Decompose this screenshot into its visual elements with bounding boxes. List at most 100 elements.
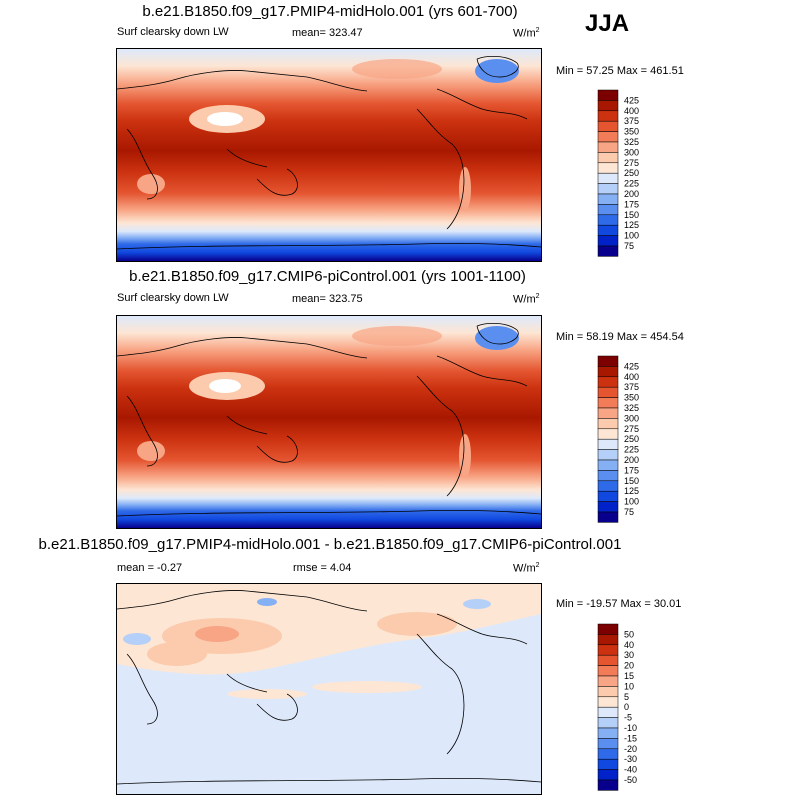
panel3-colorbar-tick-label: -10 (624, 723, 637, 733)
panel2-colorbar-tick-label: 200 (624, 455, 639, 465)
panel2-colorbar-tick-label: 375 (624, 382, 639, 392)
panel1-colorbar-swatch (597, 162, 619, 174)
panel1-colorbar: 425 400 375 350 325 300 275 250 225 200 175 150 125 1… (597, 89, 678, 260)
panel1-colorbar-swatch (597, 214, 619, 226)
panel2-colorbar-tick-label: 75 (624, 507, 634, 517)
panel1-colorbar-tick-label: 200 (624, 189, 639, 199)
panel3-colorbar-tick-label: 40 (624, 640, 634, 650)
panel1-colorbar-swatch (597, 183, 619, 195)
panel2-colorbar-swatch (597, 428, 619, 440)
panel3-colorbar-tick-label: -15 (624, 733, 637, 743)
panel3-colorbar-tick-label: -5 (624, 713, 632, 723)
panel2-colorbar-tick-label: 300 (624, 413, 639, 423)
panel1-colorbar-tick-label: 300 (624, 147, 639, 157)
panel1-colorbar-swatch (597, 224, 619, 236)
panel1-map-field (117, 49, 541, 261)
panel2-colorbar-tick-label: 125 (624, 486, 639, 496)
panel3-colorbar-tick-label: 0 (624, 702, 629, 712)
panel2-colorbar-swatch (597, 449, 619, 461)
panel3-colorbar-swatch (597, 644, 619, 656)
panel1-colorbar-tick-label: 75 (624, 241, 634, 251)
panel3-colorbar-tick-label: -50 (624, 775, 637, 785)
panel1-colorbar-svg: 4254003753503253002752502252001751501251… (597, 89, 639, 257)
panel1-colorbar-tick-label: 425 (624, 95, 639, 105)
panel2-mean-label: mean= 323.75 (292, 293, 363, 305)
panel2-colorbar-swatch (597, 407, 619, 419)
panel1-minmax-label: Min = 57.25 Max = 461.51 (556, 65, 684, 77)
panel2-colorbar-swatch (597, 355, 619, 367)
panel3-colorbar-tick-label: 5 (624, 692, 629, 702)
panel2-colorbar-swatch (597, 501, 619, 513)
panel2-colorbar-swatch (597, 490, 619, 502)
panel3-colorbar-swatch (597, 758, 619, 770)
panel3-units-label: W/m2 (513, 562, 540, 575)
panel1-colorbar-tick-label: 375 (624, 116, 639, 126)
panel2-colorbar-tick-label: 425 (624, 361, 639, 371)
panel2-colorbar-swatch (597, 480, 619, 492)
panel3-map (116, 583, 542, 795)
panel1-colorbar-swatch (597, 141, 619, 153)
panel3-colorbar-swatch (597, 738, 619, 750)
panel2-colorbar-swatch (597, 397, 619, 409)
season-label: JJA (585, 10, 630, 37)
panel1-colorbar-swatch (597, 152, 619, 164)
panel2-colorbar-tick-label: 100 (624, 497, 639, 507)
panel1-colorbar-tick-label: 225 (624, 179, 639, 189)
panel1-colorbar-tick-label: 125 (624, 220, 639, 230)
panel1-title: b.e21.B1850.f09_g17.PMIP4-midHolo.001 (y… (142, 3, 518, 20)
panel2-map-field (117, 316, 541, 528)
panel3-colorbar-swatch (597, 706, 619, 718)
panel3-colorbar-tick-label: 30 (624, 650, 634, 660)
panel3-colorbar-tick-label: -40 (624, 765, 637, 775)
panel3-colorbar-swatch (597, 623, 619, 635)
panel2-units-label: W/m2 (513, 293, 540, 306)
panel1-colorbar-swatch (597, 204, 619, 216)
panel3-colorbar-tick-label: 20 (624, 661, 634, 671)
panel3-colorbar-tick-label: -30 (624, 754, 637, 764)
panel3-colorbar-swatch (597, 727, 619, 739)
panel3-minmax-label: Min = -19.57 Max = 30.01 (556, 598, 682, 610)
panel3-colorbar-swatch (597, 675, 619, 687)
panel1-colorbar-tick-label: 100 (624, 231, 639, 241)
panel2-colorbar: 425 400 375 350 325 300 275 250 225 200 175 150 125 1… (597, 355, 678, 526)
panel3-colorbar-swatch (597, 686, 619, 698)
panel2-colorbar-tick-label: 325 (624, 403, 639, 413)
panel1-colorbar-swatch (597, 193, 619, 205)
panel1-colorbar-tick-label: 325 (624, 137, 639, 147)
panel1-variable-label: Surf clearsky down LW (117, 26, 229, 38)
panel2-colorbar-swatch (597, 376, 619, 388)
panel1-map (116, 48, 542, 262)
panel3-colorbar-tick-label: 15 (624, 671, 634, 681)
panel2-colorbar-swatch (597, 459, 619, 471)
panel3-colorbar-swatch (597, 717, 619, 729)
panel1-colorbar-swatch (597, 131, 619, 143)
panel1-colorbar-swatch (597, 235, 619, 247)
panel2-colorbar-swatch (597, 511, 619, 523)
panel3-mean-label: mean = -0.27 (117, 562, 183, 574)
panel1-colorbar-tick-label: 350 (624, 127, 639, 137)
panel2-minmax-label: Min = 58.19 Max = 454.54 (556, 331, 684, 343)
panel3-title: b.e21.B1850.f09_g17.PMIP4-midHolo.001 - … (38, 536, 622, 553)
panel2-title: b.e21.B1850.f09_g17.CMIP6-piControl.001 … (129, 268, 526, 285)
panel3-colorbar: 50 40 30 20 15 10 5 0 -5 -10 -15 -20 -30 -40 -50 (597, 623, 678, 794)
panel1-colorbar-swatch (597, 110, 619, 122)
panel1-mean-label: mean= 323.47 (292, 27, 363, 39)
panel3-colorbar-tick-label: -20 (624, 744, 637, 754)
panel2-colorbar-tick-label: 225 (624, 445, 639, 455)
panel3-colorbar-swatch (597, 769, 619, 781)
panel3-colorbar-tick-label: 50 (624, 629, 634, 639)
panel2-colorbar-tick-label: 275 (624, 424, 639, 434)
panel2-colorbar-swatch (597, 470, 619, 482)
panel2-colorbar-swatch (597, 386, 619, 398)
panel2-colorbar-tick-label: 250 (624, 434, 639, 444)
panel1-colorbar-tick-label: 250 (624, 168, 639, 178)
panel2-colorbar-swatch (597, 366, 619, 378)
panel1-colorbar-tick-label: 150 (624, 210, 639, 220)
panel1-colorbar-swatch (597, 89, 619, 101)
panel3-colorbar-swatch (597, 779, 619, 791)
panel3-rmse-label: rmse = 4.04 (293, 562, 352, 574)
panel2-map (116, 315, 542, 529)
panel1-colorbar-swatch (597, 245, 619, 257)
panel3-colorbar-swatch (597, 748, 619, 760)
